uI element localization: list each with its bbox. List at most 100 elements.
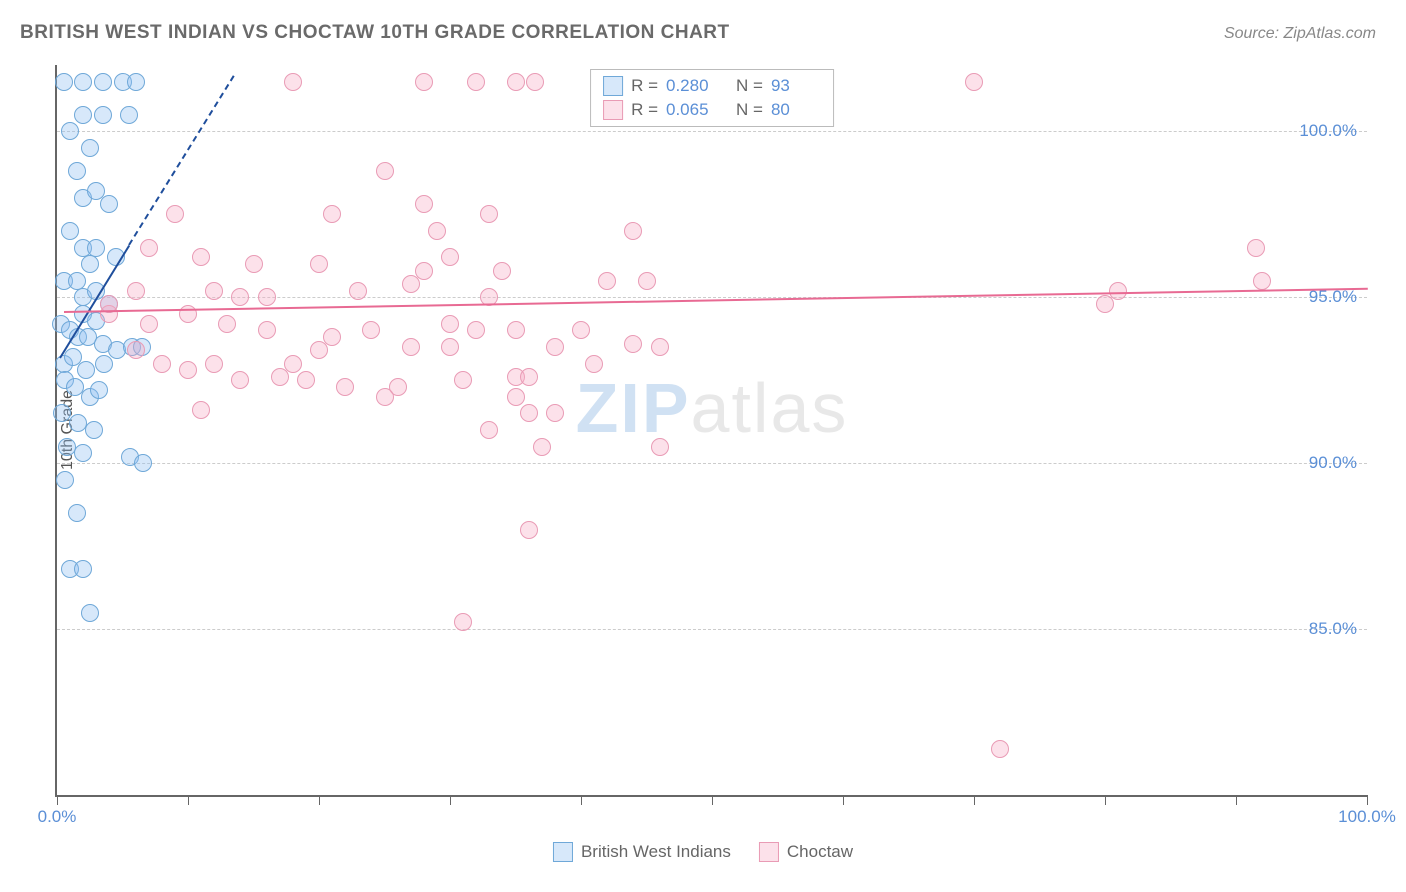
y-tick-label: 90.0% [1309,453,1357,473]
scatter-point [218,315,236,333]
stat-value-N: 80 [771,100,821,120]
scatter-point [1247,239,1265,257]
scatter-point [81,255,99,273]
scatter-point [61,122,79,140]
x-tick [1236,795,1237,805]
scatter-point [284,355,302,373]
scatter-point [205,355,223,373]
scatter-point [94,106,112,124]
gridline [57,297,1367,298]
scatter-point [192,401,210,419]
scatter-point [310,255,328,273]
scatter-point [94,73,112,91]
scatter-point [415,195,433,213]
stats-box: R =0.280N =93R =0.065N =80 [590,69,834,127]
scatter-point [480,421,498,439]
scatter-point [454,371,472,389]
scatter-point [520,521,538,539]
scatter-point [507,73,525,91]
stat-value-R: 0.065 [666,100,716,120]
scatter-point [61,222,79,240]
scatter-point [402,275,420,293]
chart-title: BRITISH WEST INDIAN VS CHOCTAW 10TH GRAD… [20,22,730,44]
x-tick [581,795,582,805]
scatter-point [638,272,656,290]
scatter-point [120,106,138,124]
scatter-point [297,371,315,389]
scatter-point [624,335,642,353]
scatter-point [323,328,341,346]
scatter-point [651,438,669,456]
x-tick [974,795,975,805]
gridline [57,463,1367,464]
scatter-point [520,404,538,422]
scatter-point [68,272,86,290]
x-tick-label: 0.0% [38,807,77,827]
x-tick-label: 100.0% [1338,807,1396,827]
scatter-point [205,282,223,300]
scatter-point [493,262,511,280]
scatter-point [284,73,302,91]
scatter-point [68,162,86,180]
scatter-point [526,73,544,91]
scatter-point [349,282,367,300]
scatter-point [336,378,354,396]
scatter-point [85,421,103,439]
scatter-point [598,272,616,290]
stat-label-R: R = [631,76,658,96]
scatter-point [1096,295,1114,313]
scatter-point [533,438,551,456]
scatter-point [402,338,420,356]
watermark: ZIPatlas [576,368,849,448]
scatter-point [74,73,92,91]
x-tick [1105,795,1106,805]
legend-swatch [553,842,573,862]
scatter-point [467,73,485,91]
y-tick-label: 85.0% [1309,619,1357,639]
scatter-point [258,288,276,306]
x-tick [1367,795,1368,805]
scatter-point [81,139,99,157]
scatter-point [415,73,433,91]
scatter-point [507,321,525,339]
scatter-point [480,205,498,223]
scatter-point [77,361,95,379]
scatter-point [467,321,485,339]
scatter-point [258,321,276,339]
scatter-point [74,560,92,578]
stat-label-N: N = [736,76,763,96]
scatter-point [56,471,74,489]
scatter-point [140,315,158,333]
scatter-point [546,338,564,356]
gridline [57,131,1367,132]
legend-label: Choctaw [787,842,853,862]
scatter-point [507,388,525,406]
legend-swatch [759,842,779,862]
scatter-point [362,321,380,339]
scatter-point [572,321,590,339]
scatter-point [1109,282,1127,300]
scatter-point [192,248,210,266]
legend-item: British West Indians [553,842,731,862]
x-tick [319,795,320,805]
scatter-point [441,338,459,356]
watermark-atlas: atlas [691,369,849,447]
x-tick [57,795,58,805]
scatter-point [231,371,249,389]
scatter-point [95,355,113,373]
scatter-point [166,205,184,223]
scatter-point [376,388,394,406]
x-tick [843,795,844,805]
scatter-point [991,740,1009,758]
scatter-point [546,404,564,422]
series-swatch [603,76,623,96]
legend-label: British West Indians [581,842,731,862]
stats-row: R =0.065N =80 [603,98,821,122]
scatter-point [87,239,105,257]
scatter-point [415,262,433,280]
scatter-point [179,361,197,379]
scatter-point [140,239,158,257]
scatter-point [100,195,118,213]
scatter-point [81,604,99,622]
scatter-point [1253,272,1271,290]
